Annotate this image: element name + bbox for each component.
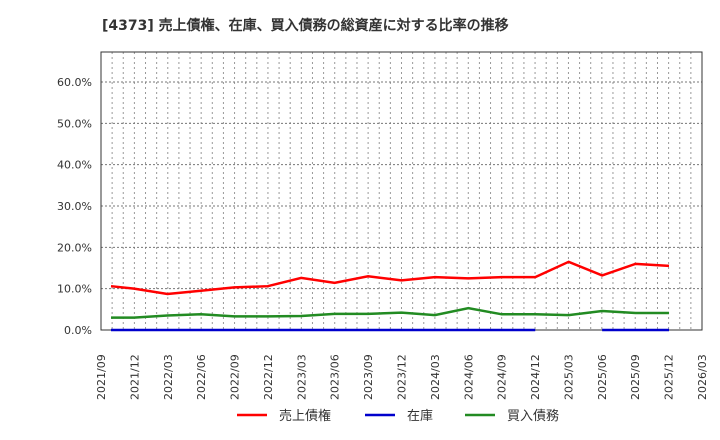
y-tick-label: 30.0% bbox=[57, 200, 92, 213]
grid bbox=[101, 52, 702, 330]
series-lines bbox=[110, 260, 670, 332]
x-tick-label: 2025/12 bbox=[663, 354, 676, 400]
x-tick-label: 2022/06 bbox=[195, 354, 208, 400]
x-tick-label: 2025/09 bbox=[629, 354, 642, 400]
y-tick-label: 60.0% bbox=[57, 76, 92, 89]
x-tick-label: 2025/06 bbox=[596, 354, 609, 400]
x-tick-label: 2025/03 bbox=[562, 354, 575, 400]
x-tick-label: 2024/03 bbox=[429, 354, 442, 400]
x-tick-label: 2022/12 bbox=[262, 354, 275, 400]
legend-label: 在庫 bbox=[407, 409, 433, 424]
y-axis: 0.0% 10.0% 20.0% 30.0% 40.0% 50.0% 60.0% bbox=[57, 76, 92, 337]
x-tick-label: 2021/09 bbox=[95, 354, 108, 400]
legend: 売上債権 在庫 買入債務 bbox=[237, 408, 559, 424]
x-tick-label: 2023/03 bbox=[295, 354, 308, 400]
x-tick-label: 2023/06 bbox=[329, 354, 342, 400]
x-tick-label: 2024/09 bbox=[496, 354, 509, 400]
y-tick-label: 20.0% bbox=[57, 241, 92, 254]
x-tick-label: 2024/12 bbox=[529, 354, 542, 400]
x-tick-label: 2023/09 bbox=[362, 354, 375, 400]
legend-label: 売上債権 bbox=[279, 408, 331, 424]
series-line bbox=[110, 260, 670, 296]
x-tick-label: 2021/12 bbox=[128, 354, 141, 400]
y-tick-label: 50.0% bbox=[57, 117, 92, 130]
x-axis: 2021/09 2021/12 2022/03 2022/06 2022/09 2022/… bbox=[95, 354, 709, 400]
y-tick-label: 10.0% bbox=[57, 283, 92, 296]
series-line bbox=[111, 306, 669, 319]
x-tick-label: 2023/12 bbox=[396, 354, 409, 400]
x-tick-label: 2026/03 bbox=[696, 354, 709, 400]
legend-label: 買入債務 bbox=[507, 409, 559, 424]
x-tick-label: 2024/06 bbox=[462, 354, 475, 400]
y-tick-label: 40.0% bbox=[57, 159, 92, 172]
y-tick-label: 0.0% bbox=[64, 324, 92, 337]
chart-title: [4373] 売上債権、在庫、買入債務の総資産に対する比率の推移 bbox=[102, 17, 509, 34]
x-tick-label: 2022/03 bbox=[162, 354, 175, 400]
x-tick-label: 2022/09 bbox=[229, 354, 242, 400]
